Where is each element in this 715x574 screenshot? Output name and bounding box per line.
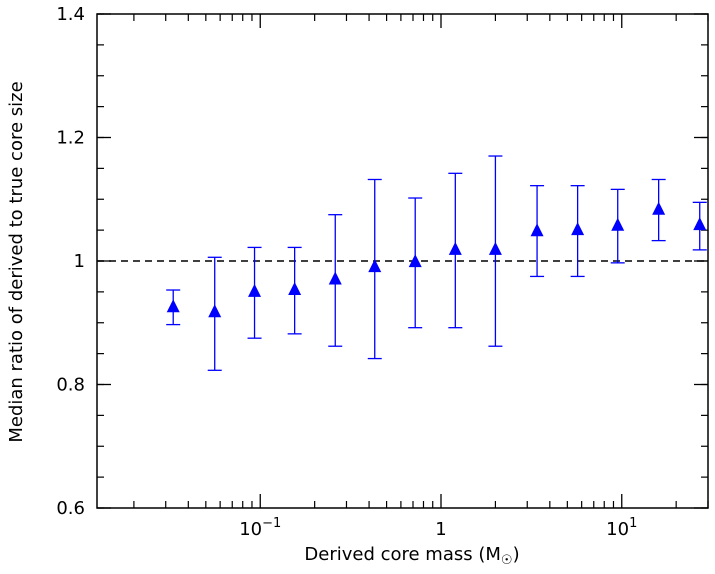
- data-point-triangle: [488, 241, 502, 255]
- y-tick-label: 1.4: [56, 4, 85, 25]
- data-point-triangle: [530, 223, 544, 237]
- y-axis-label: Median ratio of derived to true core siz…: [6, 81, 27, 442]
- data-point-triangle: [571, 222, 585, 236]
- y-tick-label: 1: [74, 251, 85, 272]
- x-tick-label: 10−1: [239, 516, 281, 540]
- x-axis-label: Derived core mass (M☉): [304, 544, 519, 568]
- data-point-triangle: [611, 217, 625, 231]
- data-point-triangle: [368, 259, 382, 273]
- data-point-triangle: [652, 201, 666, 215]
- plot-frame: [96, 13, 709, 509]
- data-point-triangle: [408, 254, 422, 268]
- y-tick-label: 0.6: [56, 498, 85, 519]
- x-tick-labels: 10−1 1 101: [239, 516, 637, 540]
- data-point-triangle: [693, 217, 707, 231]
- x-tick-label: 101: [606, 516, 637, 540]
- data-point-triangle: [166, 299, 180, 313]
- data-point-triangle: [448, 241, 462, 255]
- sun-symbol: ☉: [501, 553, 513, 568]
- data-point-triangle: [248, 283, 262, 297]
- y-tick-labels: 0.6 0.8 1 1.2 1.4: [56, 4, 85, 519]
- data-point-triangle: [328, 271, 342, 285]
- error-bars: [166, 155, 707, 371]
- y-tick-label: 0.8: [56, 375, 85, 396]
- x-tick-label: 1: [435, 519, 446, 540]
- data-markers: [166, 201, 707, 318]
- y-tick-label: 1.2: [56, 128, 85, 149]
- data-point-triangle: [208, 304, 222, 318]
- data-point-triangle: [288, 281, 302, 295]
